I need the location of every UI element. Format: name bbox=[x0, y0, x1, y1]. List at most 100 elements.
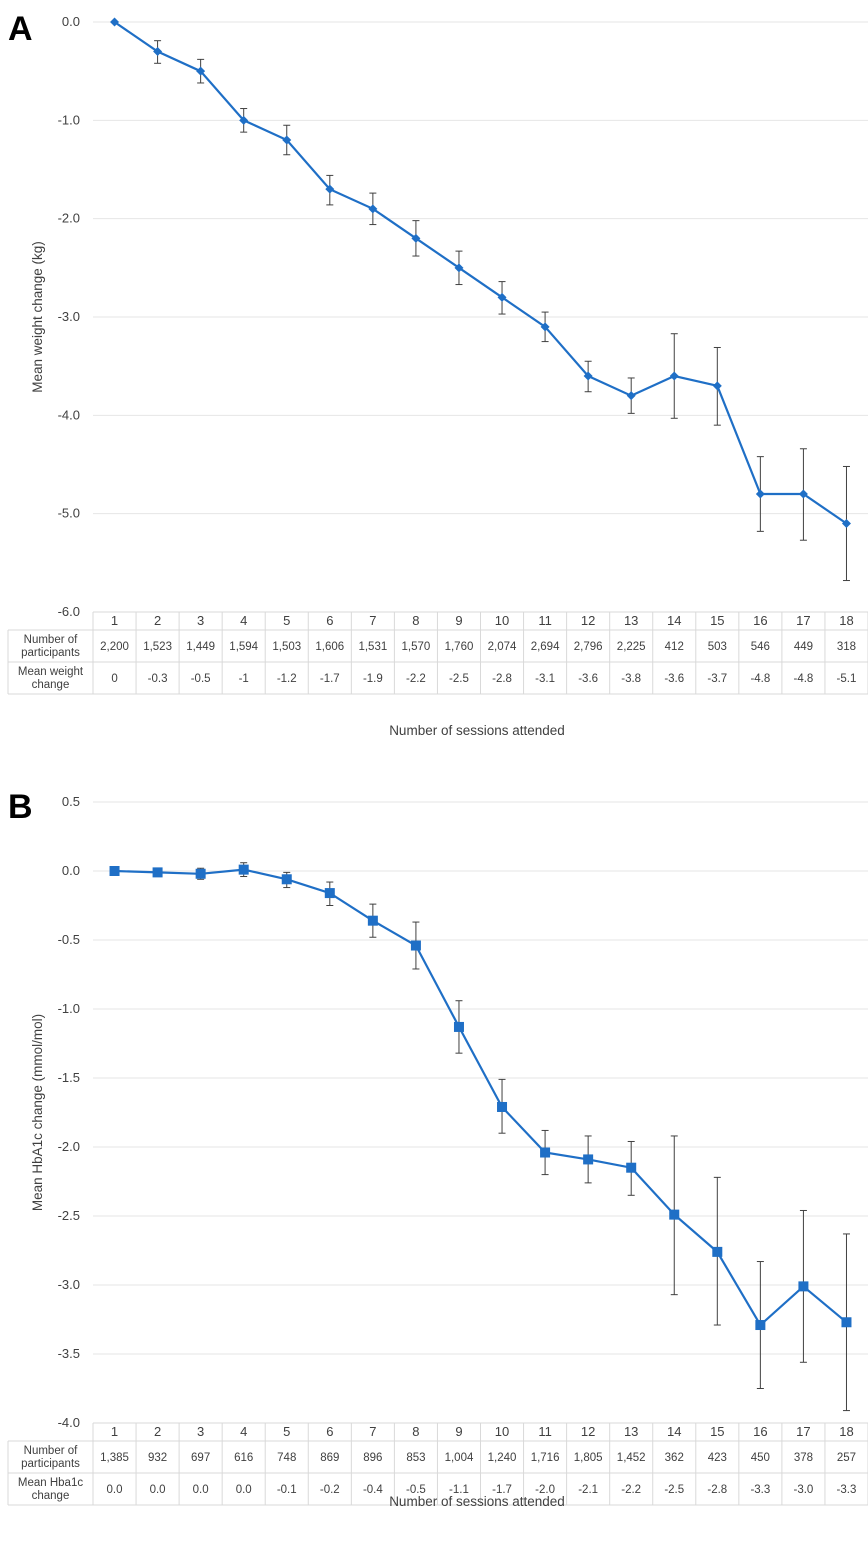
x-tick-label: 4 bbox=[240, 613, 247, 628]
data-point bbox=[282, 135, 292, 145]
y-tick-label: -1.0 bbox=[58, 112, 80, 127]
data-point bbox=[755, 489, 765, 499]
table-cell-participants: 1,449 bbox=[186, 641, 215, 653]
x-tick-label: 13 bbox=[624, 613, 638, 628]
table-cell-participants: 1,594 bbox=[229, 641, 258, 653]
data-point bbox=[195, 868, 206, 879]
data-point bbox=[712, 381, 722, 391]
y-tick-label: -3.5 bbox=[58, 1346, 80, 1361]
table-cell-change: -2.8 bbox=[492, 673, 512, 685]
x-tick-label: 6 bbox=[326, 1424, 333, 1439]
data-point bbox=[324, 888, 335, 899]
data-point bbox=[841, 1317, 852, 1328]
data-point bbox=[109, 866, 120, 876]
table-cell-change: -1.2 bbox=[277, 673, 297, 685]
y-tick-label: -5.0 bbox=[58, 506, 80, 521]
data-point bbox=[497, 292, 507, 302]
data-point bbox=[153, 47, 163, 56]
x-tick-label: 18 bbox=[839, 1424, 853, 1439]
data-point bbox=[712, 1246, 723, 1257]
y-tick-label: 0.5 bbox=[62, 794, 80, 809]
table-cell-change: -3.7 bbox=[707, 673, 727, 685]
x-tick-label: 17 bbox=[796, 1424, 810, 1439]
table-cell-participants: 1,805 bbox=[574, 1452, 603, 1464]
table-row-label-change: Mean Hba1c bbox=[18, 1477, 83, 1489]
table-row-label-participants: Number of bbox=[24, 634, 78, 646]
table-cell-participants: 257 bbox=[837, 1452, 856, 1464]
x-tick-label: 9 bbox=[455, 613, 462, 628]
table-cell-change: -0.5 bbox=[191, 673, 211, 685]
x-tick-label: 12 bbox=[581, 613, 595, 628]
table-cell-participants: 412 bbox=[665, 641, 684, 653]
table-cell-change: -3.3 bbox=[837, 1484, 857, 1496]
table-cell-change: -3.6 bbox=[578, 673, 598, 685]
table-cell-participants: 546 bbox=[751, 641, 770, 653]
table-cell-participants: 1,385 bbox=[100, 1452, 129, 1464]
x-tick-label: 5 bbox=[283, 613, 290, 628]
y-tick-label: 0.0 bbox=[62, 14, 80, 29]
series-line bbox=[114, 868, 848, 1327]
table-cell-change: -2.2 bbox=[621, 1484, 641, 1496]
table-cell-change: -2.2 bbox=[406, 673, 426, 685]
x-tick-label: 5 bbox=[283, 1424, 290, 1439]
x-tick-label: 11 bbox=[538, 1424, 552, 1439]
data-point bbox=[669, 371, 679, 381]
data-point bbox=[410, 940, 421, 951]
table-cell-change: -0.1 bbox=[277, 1484, 297, 1496]
table-cell-change: 0.0 bbox=[236, 1484, 252, 1496]
data-point bbox=[798, 489, 808, 499]
x-tick-label: 16 bbox=[753, 1424, 767, 1439]
table-cell-change: 0 bbox=[111, 673, 117, 685]
y-tick-label: 0.0 bbox=[62, 863, 80, 878]
x-tick-label: 1 bbox=[111, 1424, 118, 1439]
x-tick-label: 7 bbox=[369, 1424, 376, 1439]
table-cell-participants: 1,503 bbox=[272, 641, 301, 653]
table-row-label-participants: participants bbox=[21, 1458, 80, 1470]
table-cell-change: -3.1 bbox=[535, 673, 555, 685]
y-tick-label: -6.0 bbox=[58, 604, 80, 619]
panel-label: A bbox=[8, 10, 33, 48]
y-axis-title: Mean HbA1c change (mmol/mol) bbox=[30, 1014, 45, 1211]
table-row-label-change: Mean weight bbox=[18, 666, 84, 678]
chart-panel-b: B 0.5 0.0 -0.5 -1.0 -1.5 -2.0 -2.5 -3.0 -3.5 -4.0 M… bbox=[7, 788, 868, 1509]
data-point bbox=[626, 1162, 637, 1173]
table-cell-participants: 1,452 bbox=[617, 1452, 646, 1464]
y-tick-label: -1.0 bbox=[58, 1001, 80, 1016]
x-tick-label: 2 bbox=[154, 1424, 161, 1439]
table-cell-change: -3.8 bbox=[621, 673, 641, 685]
table-cell-change: -2.5 bbox=[664, 1484, 684, 1496]
y-tick-label: -3.0 bbox=[58, 309, 80, 324]
table-cell-change: -1.9 bbox=[363, 673, 383, 685]
table-cell-participants: 1,523 bbox=[143, 641, 172, 653]
table-cell-change: -3.3 bbox=[750, 1484, 770, 1496]
data-point bbox=[453, 1021, 464, 1032]
x-tick-label: 13 bbox=[624, 1424, 638, 1439]
table-cell-participants: 616 bbox=[234, 1452, 253, 1464]
data-point bbox=[626, 391, 636, 401]
table-cell-participants: 1,760 bbox=[445, 641, 474, 653]
table-cell-change: -4.8 bbox=[794, 673, 814, 685]
data-point bbox=[454, 263, 464, 273]
panel-label: B bbox=[8, 788, 33, 826]
data-point bbox=[196, 66, 206, 76]
x-tick-label: 16 bbox=[753, 613, 767, 628]
x-axis-title: Number of sessions attended bbox=[389, 1494, 565, 1509]
x-tick-label: 3 bbox=[197, 1424, 204, 1439]
data-point bbox=[798, 1281, 809, 1292]
table-cell-change: 0.0 bbox=[193, 1484, 209, 1496]
table-row-label-participants: Number of bbox=[24, 1445, 78, 1457]
table-cell-change: -1.1 bbox=[449, 1484, 469, 1496]
table-cell-change: -2.1 bbox=[578, 1484, 598, 1496]
x-tick-label: 8 bbox=[412, 1424, 419, 1439]
data-point bbox=[583, 1154, 594, 1165]
y-tick-label: -3.0 bbox=[58, 1277, 80, 1292]
table-cell-participants: 1,570 bbox=[402, 641, 431, 653]
table-cell-participants: 1,240 bbox=[488, 1452, 517, 1464]
table-cell-participants: 450 bbox=[751, 1452, 770, 1464]
table-cell-participants: 853 bbox=[406, 1452, 425, 1464]
table-cell-change: -1 bbox=[239, 673, 249, 685]
data-point bbox=[540, 1147, 551, 1158]
y-tick-label: -2.0 bbox=[58, 1139, 80, 1154]
table-cell-participants: 1,531 bbox=[358, 641, 387, 653]
data-point bbox=[152, 867, 163, 878]
